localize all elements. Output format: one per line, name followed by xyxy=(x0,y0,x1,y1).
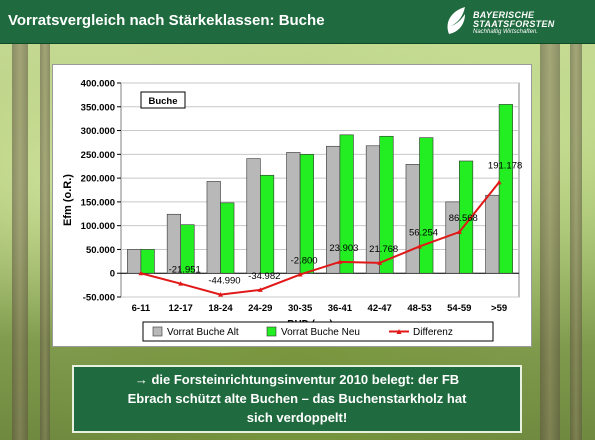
data-label: -2.800 xyxy=(291,256,318,267)
legend-label: Vorrat Buche Alt xyxy=(167,327,239,338)
x-tick-label: >59 xyxy=(491,303,507,314)
y-tick-label: 400.000 xyxy=(81,79,115,90)
differenz-point xyxy=(337,259,343,264)
leaf-logo-icon xyxy=(447,7,465,34)
x-tick-label: 42-47 xyxy=(368,303,392,314)
background-tree-trunk xyxy=(40,44,50,440)
x-tick-label: 54-59 xyxy=(447,303,471,314)
background-tree-trunk xyxy=(570,44,582,440)
legend-box xyxy=(142,321,494,342)
legend-swatch xyxy=(152,326,163,337)
legend-label: Differenz xyxy=(413,327,453,338)
banner-line-1: → die Forsteinrichtungsinventur 2010 bel… xyxy=(134,372,460,387)
legend-swatch xyxy=(266,326,277,337)
bar-neu xyxy=(180,224,195,274)
differenz-line xyxy=(140,181,500,296)
bar-neu xyxy=(419,137,434,274)
title-bar: Vorratsvergleich nach Stärkeklassen: Buc… xyxy=(0,0,595,44)
bar-alt xyxy=(206,181,221,274)
bayerische-staatsforsten-logo: BAYERISCHE STAATSFORSTEN Nachhaltig Wirt… xyxy=(443,4,591,40)
bar-alt xyxy=(405,164,420,274)
data-label: 86.568 xyxy=(449,213,478,224)
bar-neu xyxy=(220,202,235,274)
differenz-point xyxy=(178,281,184,286)
y-tick-label: 200.000 xyxy=(81,174,115,185)
logo-tagline: Nachhaltig Wirtschaften. xyxy=(473,29,538,35)
chart-title: Buche xyxy=(148,96,177,107)
page-title: Vorratsvergleich nach Stärkeklassen: Buc… xyxy=(8,12,325,29)
differenz-point xyxy=(456,229,462,235)
banner-line-3: sich verdoppelt! xyxy=(246,410,348,425)
bar-alt xyxy=(127,249,142,274)
x-tick-label: 30-35 xyxy=(288,303,313,314)
legend-label: Vorrat Buche Neu xyxy=(281,327,360,338)
y-tick-label: 150.000 xyxy=(81,197,115,208)
y-tick-label: -50.000 xyxy=(83,293,115,304)
data-label: 21.768 xyxy=(369,244,398,255)
chart-title-box xyxy=(140,91,186,109)
logo-text-line2: STAATSFORSTEN xyxy=(473,19,555,29)
x-tick-label: 24-29 xyxy=(248,303,272,314)
data-label: -21.951 xyxy=(169,265,201,276)
bar-neu xyxy=(498,104,513,274)
x-tick-label: 48-53 xyxy=(407,303,431,314)
bar-alt xyxy=(485,194,500,274)
bar-neu xyxy=(458,160,474,274)
data-label: 23.903 xyxy=(329,243,358,254)
logo-text-line1: BAYERISCHE xyxy=(473,10,535,20)
y-tick-label: 50.000 xyxy=(86,245,115,256)
differenz-point xyxy=(218,292,223,297)
x-tick-label: 6-11 xyxy=(132,303,151,314)
x-tick-label: 18-24 xyxy=(208,303,233,314)
differenz-point xyxy=(496,179,502,185)
y-tick-label: 350.000 xyxy=(81,102,115,113)
bar-alt xyxy=(246,158,261,274)
bar-alt xyxy=(326,145,341,274)
banner-line-2: Ebrach schützt alte Buchen – das Buchens… xyxy=(127,391,467,406)
y-tick-label: 100.000 xyxy=(81,221,115,232)
y-tick-label: 300.000 xyxy=(81,126,115,137)
x-tick-label: 12-17 xyxy=(169,303,193,314)
y-tick-label: 250.000 xyxy=(81,150,115,161)
background-tree-trunk xyxy=(12,44,28,440)
legend-marker xyxy=(396,329,402,334)
data-label: 56.254 xyxy=(409,227,438,238)
y-axis-label: Efm (o.R.) xyxy=(62,174,74,226)
differenz-point xyxy=(257,287,263,292)
bar-neu xyxy=(379,135,394,274)
differenz-point xyxy=(377,260,383,265)
conclusion-banner: → die Forsteinrichtungsinventur 2010 bel… xyxy=(72,365,522,433)
bar-neu xyxy=(140,249,155,274)
data-label: -34.982 xyxy=(248,271,280,282)
chart-panel: -50.000 0 50.000 100.000 150.000 200.000 250.0… xyxy=(52,64,532,347)
differenz-point xyxy=(417,243,422,249)
y-tick-label: 0 xyxy=(110,269,115,280)
differenz-point xyxy=(138,270,144,276)
bar-chart: -50.000 0 50.000 100.000 150.000 200.000 250.0… xyxy=(62,79,522,342)
data-label: 191.178 xyxy=(488,160,522,171)
background-tree-trunk xyxy=(540,44,560,440)
differenz-point xyxy=(297,272,303,277)
bar-neu xyxy=(339,134,354,274)
x-tick-label: 36-41 xyxy=(328,303,353,314)
data-label: -44.990 xyxy=(208,276,240,287)
bar-neu xyxy=(260,174,275,274)
